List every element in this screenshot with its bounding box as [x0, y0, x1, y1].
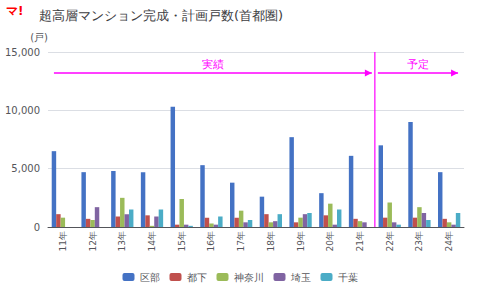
svg-text:区部: 区部	[140, 272, 160, 283]
svg-text:予定: 予定	[407, 58, 429, 71]
svg-text:マ!: マ!	[6, 4, 23, 18]
svg-text:19年: 19年	[296, 231, 306, 251]
svg-text:都下: 都下	[187, 272, 207, 283]
svg-text:20年: 20年	[325, 231, 335, 251]
svg-text:11年: 11年	[58, 231, 68, 251]
svg-text:16年: 16年	[206, 231, 216, 251]
svg-text:18年: 18年	[266, 231, 276, 251]
svg-text:13年: 13年	[117, 231, 127, 251]
svg-text:超高層マンション完成・計画戸数(首都圏): 超高層マンション完成・計画戸数(首都圏)	[39, 8, 283, 23]
svg-text:21年: 21年	[355, 231, 365, 251]
svg-text:0: 0	[34, 222, 40, 233]
svg-text:神奈川: 神奈川	[234, 272, 264, 283]
svg-text:千葉: 千葉	[338, 272, 358, 283]
svg-text:24年: 24年	[444, 231, 454, 251]
svg-text:実績: 実績	[202, 58, 224, 71]
svg-text:17年: 17年	[236, 231, 246, 251]
svg-text:14年: 14年	[147, 231, 157, 251]
svg-text:10,000: 10,000	[5, 105, 40, 116]
svg-text:15年: 15年	[177, 231, 187, 251]
svg-text:埼玉: 埼玉	[290, 272, 311, 283]
svg-text:22年: 22年	[385, 231, 395, 251]
svg-text:(戸): (戸)	[30, 32, 48, 43]
svg-text:12年: 12年	[88, 231, 98, 251]
svg-text:5,000: 5,000	[11, 163, 40, 174]
svg-text:15,000: 15,000	[5, 47, 40, 58]
svg-text:23年: 23年	[414, 231, 424, 251]
